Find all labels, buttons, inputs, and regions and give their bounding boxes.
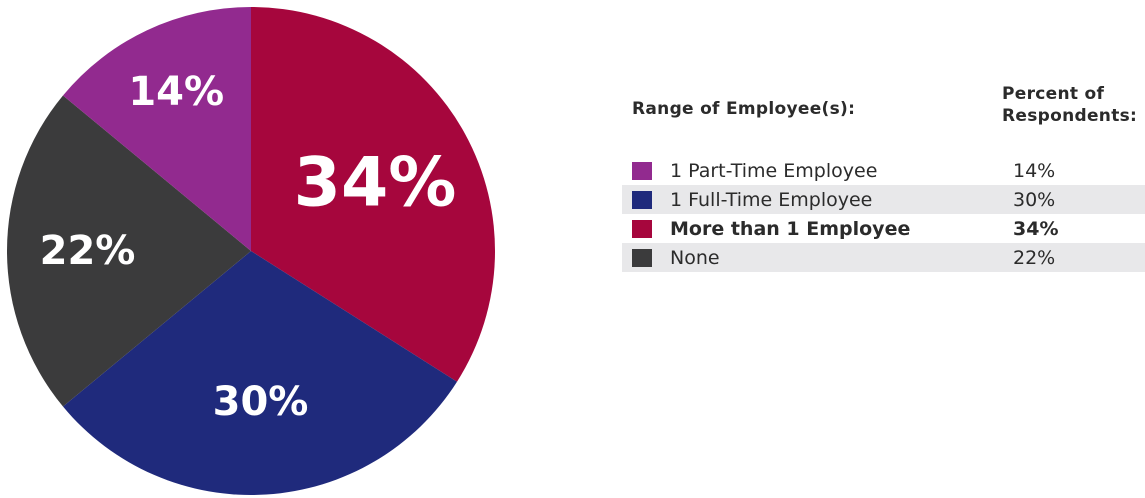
legend-value-full-time: 30% (1013, 188, 1056, 211)
pie-chart: 34% 30% 22% 14% (6, 7, 495, 495)
legend-header: Range of Employee(s): Percent of Respond… (622, 80, 1145, 156)
legend-swatch-more-than-one (632, 219, 652, 238)
legend-label-more-than-one: More than 1 Employee (670, 217, 911, 240)
legend-row-more-than-one: More than 1 Employee 34% (622, 214, 1145, 243)
pie-label-1-full-time-employee: 30% (213, 379, 309, 425)
pie-slice-1-part-time-employee (62, 7, 252, 251)
legend-row-full-time: 1 Full-Time Employee 30% (622, 185, 1145, 214)
legend-value-more-than-one: 34% (1013, 217, 1059, 240)
legend-header-percent-line1: Percent of (1002, 84, 1105, 104)
legend-swatch-none (632, 248, 652, 267)
legend-label-full-time: 1 Full-Time Employee (670, 188, 873, 211)
legend-header-range: Range of Employee(s): (632, 99, 856, 119)
pie-slice-none (6, 95, 251, 407)
legend-swatch-part-time (632, 161, 652, 180)
legend-header-percent-line2: Respondents: (1002, 106, 1138, 126)
legend-value-none: 22% (1013, 246, 1056, 269)
legend-row-part-time: 1 Part-Time Employee 14% (622, 156, 1145, 185)
pie-slice-1-full-time-employee (62, 251, 458, 495)
pie-label-1-part-time-employee: 14% (128, 69, 224, 115)
pie-label-none: 22% (40, 228, 136, 274)
legend-header-percent: Percent of Respondents: (1002, 83, 1137, 127)
legend-value-part-time: 14% (1013, 159, 1056, 182)
pie-label-more-than-1-employee: 34% (294, 143, 457, 222)
legend-label-none: None (670, 246, 720, 269)
pie-slice-more-than-1-employee (251, 7, 495, 382)
legend-table: Range of Employee(s): Percent of Respond… (622, 80, 1145, 272)
legend-row-none: None 22% (622, 243, 1145, 272)
legend-swatch-full-time (632, 190, 652, 209)
legend-label-part-time: 1 Part-Time Employee (670, 159, 878, 182)
